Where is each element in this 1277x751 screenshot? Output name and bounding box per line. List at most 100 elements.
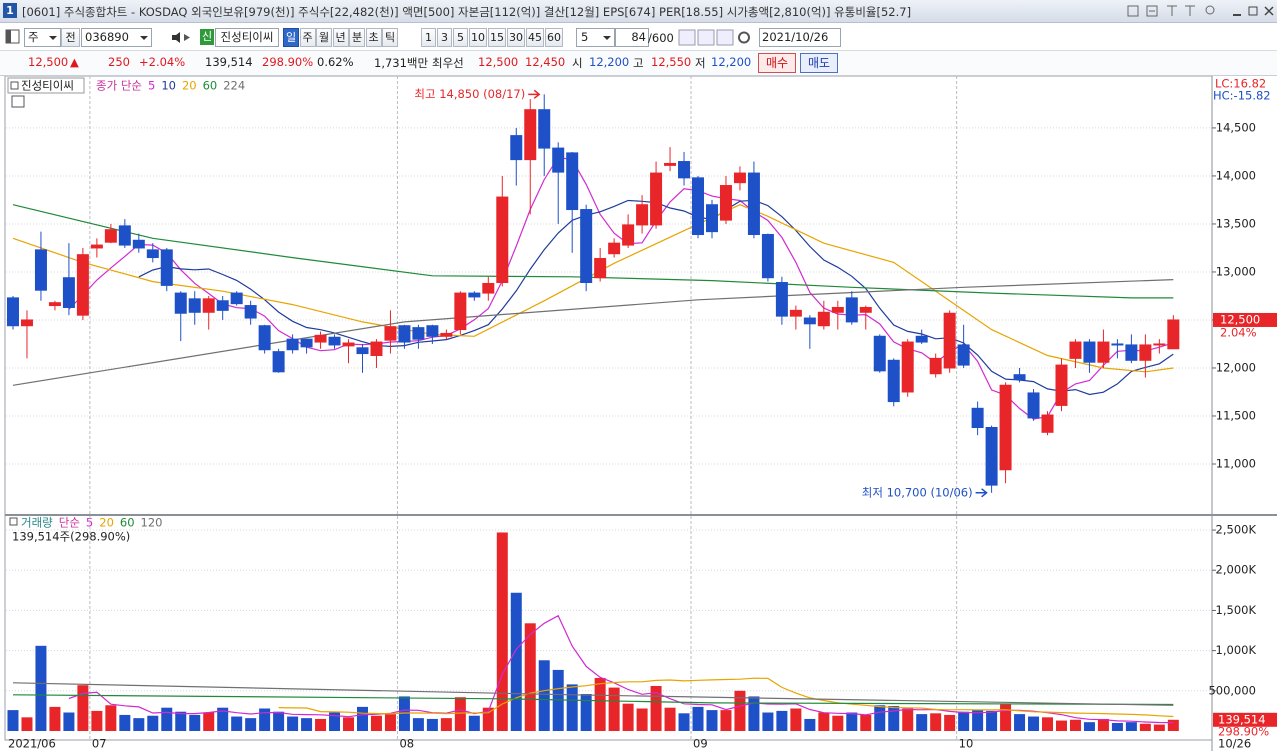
candle-body: [272, 351, 285, 373]
interval-button[interactable]: 주: [299, 28, 316, 47]
volume-bar: [1055, 720, 1067, 731]
legend-entry: 5: [148, 79, 155, 93]
ma-line: [68, 614, 1174, 724]
volume-bar: [245, 718, 257, 731]
y-tick-label: 500,000: [1208, 683, 1256, 697]
volume-bar: [972, 710, 984, 731]
y-tick-label: 14,000: [1216, 168, 1256, 182]
interval-button[interactable]: 일: [283, 28, 299, 47]
icon[interactable]: [716, 29, 734, 46]
icon[interactable]: [678, 29, 696, 46]
shown-count[interactable]: 84: [615, 28, 649, 47]
icon[interactable]: [697, 29, 715, 46]
volume-bar: [986, 710, 998, 731]
volume-bar: [1014, 714, 1026, 731]
candle-body: [188, 298, 201, 313]
volume-bar: [315, 718, 327, 731]
interval-button[interactable]: 분: [349, 28, 365, 47]
buy-button[interactable]: 매수: [758, 53, 796, 73]
count-button[interactable]: 45: [526, 28, 544, 47]
volume-bar: [930, 713, 942, 731]
volume-bar: [608, 687, 620, 731]
candle-body: [622, 224, 635, 246]
count-button[interactable]: 60: [545, 28, 563, 47]
period-select[interactable]: 주: [24, 28, 61, 47]
icon: [10, 81, 19, 90]
volume-bar: [273, 711, 285, 731]
icon[interactable]: [1146, 5, 1158, 17]
icon[interactable]: [1167, 5, 1177, 16]
stock-name[interactable]: 진성티이씨: [215, 28, 279, 47]
x-end-label: 10/26: [1218, 737, 1251, 751]
volume-bar: [720, 710, 732, 731]
candle-body: [650, 172, 663, 226]
total-count: /600: [648, 31, 674, 45]
volume-bar: [538, 660, 550, 731]
candle-body: [678, 161, 691, 179]
volume-bar: [860, 714, 872, 731]
close[interactable]: [1264, 6, 1274, 16]
candle-body: [692, 177, 705, 236]
legend-entry: 20: [182, 79, 197, 93]
interval-button[interactable]: 년: [332, 28, 349, 47]
candle-body: [34, 249, 47, 291]
volume-bar: [482, 707, 494, 731]
code-input[interactable]: 036890: [81, 28, 152, 47]
volume-bar: [762, 712, 774, 731]
candle-body: [524, 109, 537, 161]
volume-bar: [63, 712, 75, 731]
volume-bar: [524, 623, 536, 731]
interval-button[interactable]: 초: [365, 28, 382, 47]
settings[interactable]: [738, 31, 750, 44]
count-button[interactable]: 30: [507, 28, 525, 47]
sell-button[interactable]: 매도: [800, 53, 838, 73]
interval-button[interactable]: 월: [316, 28, 332, 47]
maximize[interactable]: [1248, 6, 1258, 16]
sound-icon[interactable]: [170, 30, 198, 45]
volume-bar: [622, 703, 634, 731]
candle-body: [664, 162, 677, 166]
candle-body: [104, 229, 117, 243]
volume-bar: [790, 708, 802, 731]
volume-bar: [203, 712, 215, 731]
count-button[interactable]: 3: [437, 28, 452, 47]
volume-bar: [1111, 722, 1123, 731]
step-select[interactable]: 5: [576, 28, 615, 47]
count-button[interactable]: 10: [469, 28, 487, 47]
candle-body: [1111, 343, 1124, 346]
prev-button[interactable]: 전: [61, 28, 80, 47]
window-controls: [1127, 5, 1274, 17]
legend-entry: 20: [99, 516, 114, 530]
icon[interactable]: [1127, 5, 1139, 17]
window-number: 1: [3, 3, 17, 18]
candle-body: [202, 298, 215, 313]
last-volume-box: [1213, 712, 1277, 727]
candle-body: [1013, 374, 1026, 380]
count-button[interactable]: 15: [488, 28, 506, 47]
volume-bar: [832, 715, 844, 731]
volume-bar: [1000, 704, 1012, 731]
count-button[interactable]: 1: [421, 28, 436, 47]
candle-body: [384, 326, 397, 341]
icon[interactable]: [1205, 5, 1215, 15]
volume-bar: [440, 718, 452, 731]
candle-body: [48, 302, 61, 307]
icon[interactable]: [5, 29, 21, 45]
interval-button[interactable]: 틱: [382, 28, 398, 47]
icon[interactable]: [1185, 5, 1195, 16]
y-tick-label: 1,500K: [1216, 603, 1257, 617]
count-button[interactable]: 5: [453, 28, 468, 47]
calendar-icon[interactable]: [11, 95, 25, 108]
candle-body: [286, 338, 299, 351]
candle-body: [230, 292, 243, 305]
volume-bar: [217, 707, 229, 731]
candle-body: [873, 335, 886, 372]
y-tick-label: 12,000: [1216, 360, 1256, 374]
candle-body: [398, 325, 411, 343]
date-input[interactable]: 2021/10/26: [759, 28, 841, 47]
volume-bar: [1083, 722, 1095, 731]
volume-legend: 139,514주(298.90%) 거래량단순52060120: [9, 516, 162, 544]
volume: 139,514: [205, 55, 253, 69]
